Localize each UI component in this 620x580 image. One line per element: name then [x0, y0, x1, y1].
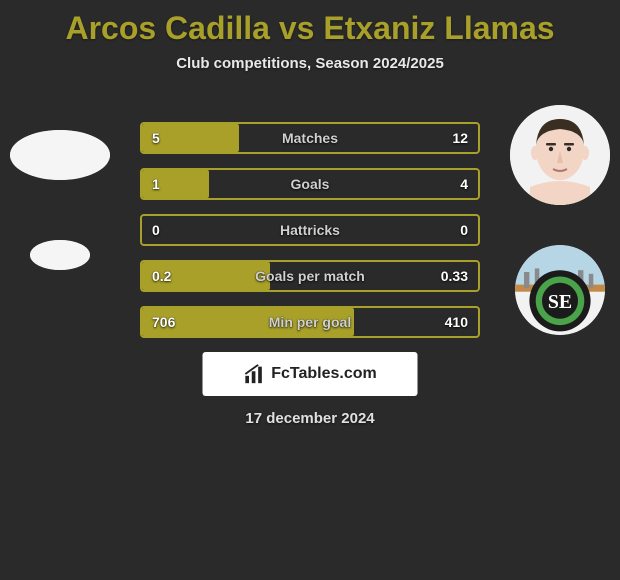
right-club-badge: SE [515, 245, 605, 335]
placeholder-avatar-icon [10, 130, 110, 180]
left-player-avatar [10, 130, 110, 180]
stat-right-value: 12 [418, 130, 478, 146]
stat-left-value: 0 [142, 222, 202, 238]
stat-label: Min per goal [202, 314, 418, 330]
left-club-badge [30, 240, 90, 270]
stat-label: Goals [202, 176, 418, 192]
stat-label: Goals per match [202, 268, 418, 284]
stat-row: 0Hattricks0 [140, 214, 480, 246]
stat-right-value: 4 [418, 176, 478, 192]
left-player-column [0, 105, 120, 285]
player-face-icon [510, 105, 610, 205]
stat-right-value: 0 [418, 222, 478, 238]
stat-row: 5Matches12 [140, 122, 480, 154]
date-text: 17 december 2024 [245, 410, 374, 427]
subtitle: Club competitions, Season 2024/2025 [0, 55, 620, 72]
stat-left-value: 5 [142, 130, 202, 146]
stat-left-value: 706 [142, 314, 202, 330]
watermark-text: FcTables.com [271, 365, 377, 383]
right-player-avatar [510, 105, 610, 205]
stat-left-value: 1 [142, 176, 202, 192]
chart-icon [243, 363, 265, 385]
placeholder-badge-icon [30, 240, 90, 270]
stat-row: 0.2Goals per match0.33 [140, 260, 480, 292]
club-monogram: SE [548, 291, 572, 313]
stats-table: 5Matches12 1Goals4 0Hattricks0 0.2Goals per… [140, 122, 480, 338]
stat-label: Matches [202, 130, 418, 146]
stat-label: Hattricks [202, 222, 418, 238]
watermark: FcTables.com [203, 352, 418, 396]
page-title: Arcos Cadilla vs Etxaniz Llamas [0, 0, 620, 47]
stat-row: 706Min per goal410 [140, 306, 480, 338]
stat-right-value: 0.33 [418, 268, 478, 284]
stat-right-value: 410 [418, 314, 478, 330]
stat-row: 1Goals4 [140, 168, 480, 200]
right-player-column: SE [500, 105, 620, 335]
club-badge-icon: SE [515, 245, 605, 335]
stat-left-value: 0.2 [142, 268, 202, 284]
